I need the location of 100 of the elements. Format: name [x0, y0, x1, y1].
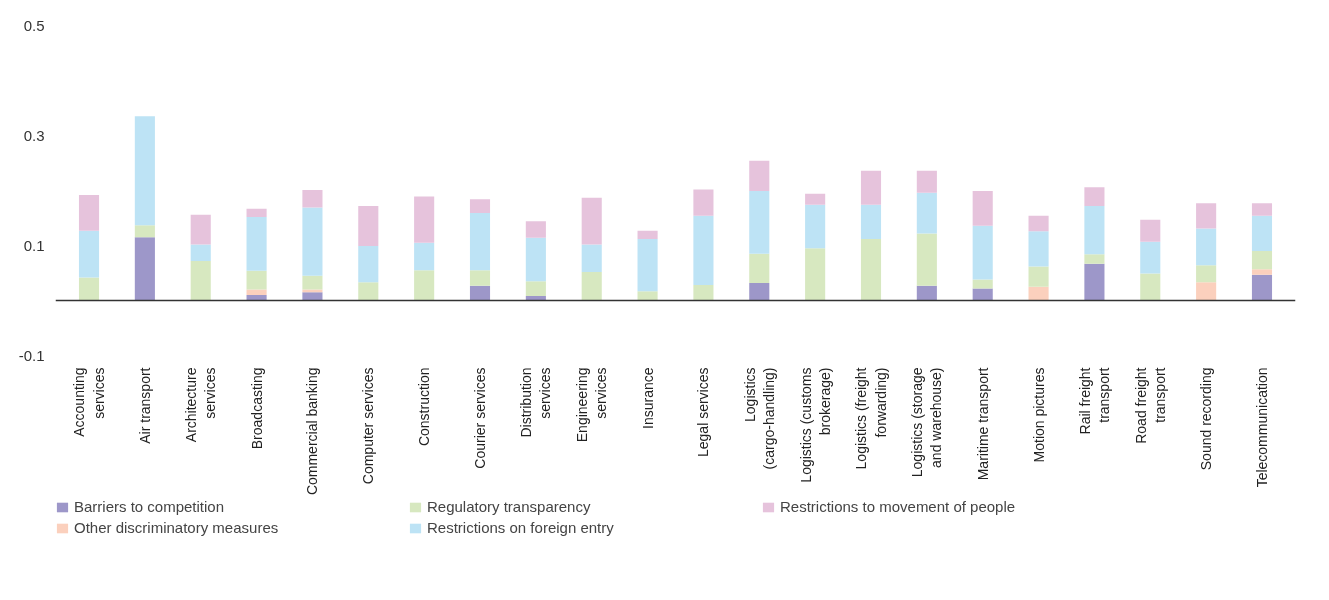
x-tick-label: Broadcasting — [248, 367, 265, 450]
bar — [246, 289, 267, 295]
x-tick-label: Sound recording — [1198, 367, 1215, 471]
bar — [1251, 269, 1273, 275]
bar — [805, 193, 826, 205]
bar — [1028, 266, 1049, 287]
bar — [693, 285, 714, 301]
y-tick-label: -0.1 — [18, 346, 45, 364]
bar — [1196, 282, 1217, 301]
bar — [1251, 274, 1273, 301]
bar — [1084, 263, 1105, 301]
legend-label: Other discriminatory measures — [74, 519, 280, 536]
bar — [972, 225, 993, 280]
bar — [1028, 215, 1049, 232]
x-tick-label: Maritime transport — [974, 367, 991, 481]
bar — [1196, 265, 1217, 283]
bar — [302, 189, 323, 208]
bar — [190, 260, 211, 301]
bar — [581, 271, 602, 301]
x-tick-label: Air transport — [136, 367, 153, 444]
bar — [1196, 203, 1217, 229]
bar — [693, 189, 714, 216]
bar — [134, 116, 155, 226]
bar — [469, 285, 491, 301]
bar — [358, 246, 379, 283]
bar — [78, 277, 100, 301]
y-tick-label: 0.1 — [23, 236, 45, 254]
bar — [525, 281, 546, 297]
x-tick-label: Courier services — [472, 367, 488, 469]
y-tick-label: 0.5 — [23, 16, 45, 34]
bar — [358, 282, 379, 301]
x-tick-label: Legal services — [695, 367, 712, 457]
bar — [190, 214, 211, 245]
bar — [525, 237, 546, 282]
x-tick-label: Commercial banking — [304, 367, 321, 496]
bar — [860, 170, 882, 205]
bar — [246, 295, 267, 301]
bar — [749, 160, 770, 192]
bar — [302, 207, 323, 276]
bar — [78, 194, 100, 231]
bar — [749, 253, 770, 283]
bar — [1084, 187, 1105, 206]
bar — [860, 204, 882, 239]
bar — [749, 282, 770, 301]
y-tick-label: 0.3 — [23, 126, 45, 144]
bar — [1251, 251, 1273, 270]
bar — [78, 230, 100, 278]
bar — [1028, 231, 1049, 267]
bar — [190, 244, 211, 261]
bar — [581, 197, 602, 245]
bar — [302, 275, 323, 290]
bar — [1140, 219, 1161, 242]
bar — [693, 215, 714, 286]
bar — [1140, 241, 1161, 274]
bar — [246, 270, 267, 290]
x-tick-label: Accounting services — [71, 367, 107, 437]
legend-label: Barriers to competition — [74, 498, 226, 515]
x-tick-label: Logistics (storage and warehouse) — [909, 367, 945, 478]
bar — [581, 244, 602, 272]
bar — [525, 221, 546, 238]
bar — [525, 296, 546, 301]
bar — [414, 242, 435, 271]
bar — [134, 225, 155, 238]
x-tick-label: Computer services — [360, 367, 377, 485]
bar — [1028, 286, 1049, 301]
bar — [972, 279, 993, 289]
x-tick-label: Logistics (cargo-handling) — [741, 367, 777, 470]
x-tick-label: Construction — [416, 367, 433, 447]
x-tick-label: Distribution services — [518, 367, 554, 438]
bar — [246, 208, 267, 217]
bar — [134, 237, 155, 301]
bar — [469, 213, 491, 271]
bar — [414, 196, 435, 243]
bar — [972, 191, 993, 226]
x-tick-label: Insurance — [639, 367, 656, 429]
bar — [916, 285, 937, 301]
bar — [972, 288, 993, 301]
bar — [1251, 203, 1273, 216]
bar — [414, 270, 435, 301]
bar — [637, 230, 658, 239]
x-tick-label: Logistics (freight forwarding) — [853, 367, 889, 470]
bar — [1196, 228, 1217, 266]
bar — [637, 238, 658, 292]
bar — [358, 205, 379, 247]
bar — [1084, 205, 1105, 255]
legend-label: Restrictions to movement of people — [780, 498, 1017, 515]
x-tick-label: Rail freight transport — [1076, 367, 1113, 435]
bar — [302, 292, 323, 301]
bar — [1251, 215, 1273, 251]
bar — [469, 270, 491, 286]
x-tick-label: Logistics (customs brokerage) — [797, 367, 833, 483]
bar — [246, 216, 267, 271]
bar — [805, 204, 826, 249]
legend-label: Regulatory transparency — [427, 498, 592, 515]
bar — [916, 233, 937, 286]
bar — [1140, 273, 1161, 301]
bar — [637, 291, 658, 301]
bar — [860, 238, 882, 301]
bar — [916, 170, 937, 193]
bar — [916, 192, 937, 234]
